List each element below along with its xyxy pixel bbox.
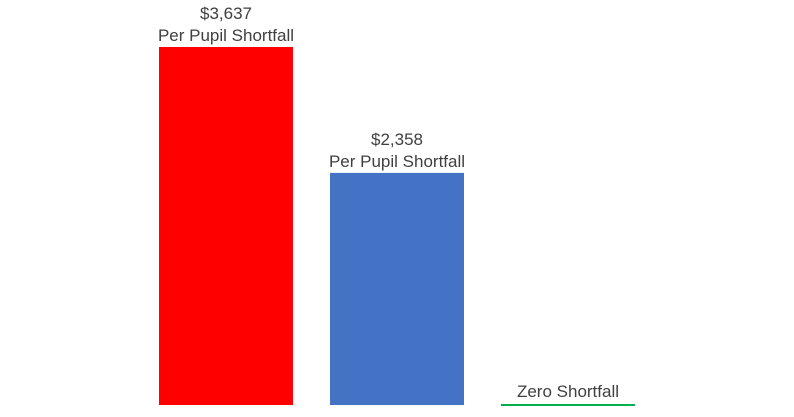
bar-1	[159, 47, 293, 405]
data-label-caption-1: Per Pupil Shortfall	[158, 26, 294, 45]
data-label-caption-2: Per Pupil Shortfall	[329, 152, 465, 171]
data-label-value-2: $2,358	[371, 130, 423, 149]
bar-2	[330, 172, 464, 405]
data-label-caption-3: Zero Shortfall	[517, 382, 619, 401]
data-label-value-1: $3,637	[200, 4, 252, 23]
